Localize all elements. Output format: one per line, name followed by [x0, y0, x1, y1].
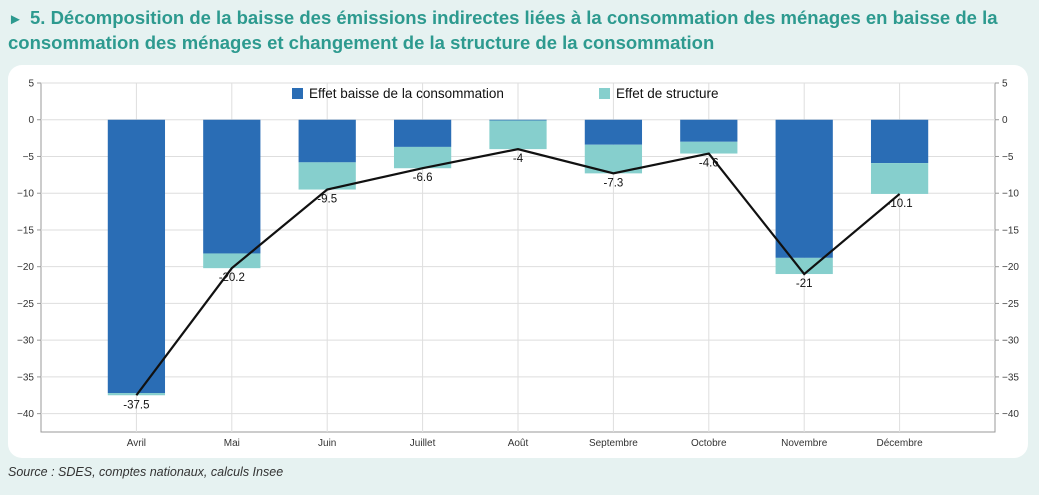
- y-tick-label: −10: [17, 189, 34, 200]
- x-tick-label: Décembre: [877, 438, 924, 449]
- bar-consommation: [107, 119, 166, 394]
- bar-structure: [870, 163, 929, 194]
- data-label: -4: [513, 153, 524, 165]
- chart-svg: 5 5 0 0 −5 −5 −10 −10 −15 −15 −20 −20 −25 −25 −30 −30 −3…: [17, 79, 1019, 450]
- bar-consommation: [775, 119, 833, 258]
- bar-consommation: [584, 119, 643, 145]
- y-tick-label: −20: [17, 262, 34, 273]
- y-tick-label-right: −35: [1002, 372, 1019, 383]
- y-tick-label: −15: [17, 225, 34, 236]
- bar-structure: [775, 257, 833, 275]
- bar-consommation: [393, 119, 452, 147]
- y-tick-label-right: −30: [1002, 336, 1019, 347]
- bar-structure: [393, 146, 452, 169]
- x-tick-label: Juin: [318, 438, 336, 449]
- x-tick-label: Avril: [127, 438, 146, 449]
- y-tick-label: −5: [23, 152, 35, 163]
- legend-swatch: [599, 88, 610, 99]
- bar-structure: [489, 120, 547, 150]
- y-tick-label: −40: [17, 409, 34, 420]
- data-label: -21: [796, 278, 813, 290]
- x-tick-label: Juillet: [410, 438, 436, 449]
- y-tick-label-right: 5: [1002, 79, 1008, 90]
- data-label: -10.1: [886, 198, 912, 210]
- chart-title-text: 5. Décomposition de la baisse des émissi…: [8, 7, 998, 53]
- y-tick-label-right: −15: [1002, 225, 1019, 236]
- y-tick-label-right: −5: [1002, 152, 1014, 163]
- bar-consommation: [298, 119, 356, 163]
- data-label: -7.3: [603, 177, 623, 189]
- bar-consommation: [489, 119, 547, 121]
- bar-consommation: [680, 119, 738, 142]
- data-label: -20.2: [219, 272, 245, 284]
- x-tick-label: Novembre: [781, 438, 828, 449]
- bar-structure: [203, 253, 261, 269]
- legend-label: Effet baisse de la consommation: [309, 86, 504, 101]
- bar-consommation: [203, 119, 261, 254]
- data-label: -6.6: [413, 172, 433, 184]
- y-tick-label-right: −20: [1002, 262, 1019, 273]
- x-tick-label: Mai: [224, 438, 240, 449]
- data-label: -37.5: [123, 399, 149, 411]
- data-label: -4.6: [699, 158, 719, 170]
- bar-structure: [680, 141, 738, 154]
- legend-swatch: [292, 88, 303, 99]
- y-tick-label-right: −10: [1002, 189, 1019, 200]
- y-tick-label: 5: [28, 79, 34, 90]
- triangle-icon: ►: [8, 11, 23, 28]
- total-line: [135, 147, 901, 396]
- x-tick-label: Octobre: [691, 438, 727, 449]
- chart-title: ► 5. Décomposition de la baisse des émis…: [8, 6, 1028, 54]
- source-note: Source : SDES, comptes nationaux, calcul…: [8, 465, 284, 479]
- y-tick-label: 0: [28, 115, 34, 126]
- data-label: -9.5: [317, 194, 337, 206]
- legend-label: Effet de structure: [616, 86, 719, 101]
- y-tick-label-right: 0: [1002, 115, 1008, 126]
- y-tick-label: −35: [17, 372, 34, 383]
- x-tick-label: Septembre: [589, 438, 638, 449]
- y-tick-label-right: −40: [1002, 409, 1019, 420]
- bar-consommation: [870, 119, 929, 164]
- y-tick-label: −25: [17, 299, 34, 310]
- x-tick-label: Août: [508, 438, 529, 449]
- y-tick-label: −30: [17, 336, 34, 347]
- chart-panel: 5 5 0 0 −5 −5 −10 −10 −15 −15 −20 −20 −25 −25 −30 −30 −3…: [8, 65, 1028, 458]
- y-tick-label-right: −25: [1002, 299, 1019, 310]
